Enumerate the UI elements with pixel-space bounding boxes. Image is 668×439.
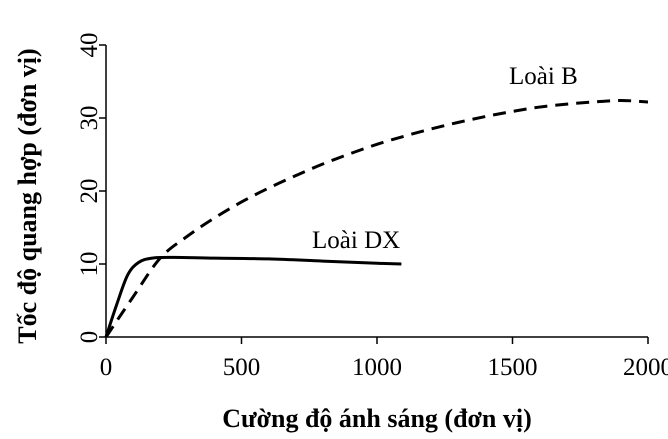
y-axis-title: Tốc độ quang hợp (đơn vị) (13, 48, 42, 343)
series-label-loai-dx: Loài DX (312, 227, 400, 254)
y-tick-label: 0 (76, 331, 103, 344)
series-label-loai-b: Loài B (509, 63, 578, 90)
y-tick-label: 10 (76, 252, 103, 277)
x-tick-label: 2000 (623, 354, 668, 381)
x-tick-label: 1000 (352, 354, 402, 381)
x-tick-label: 1500 (488, 354, 538, 381)
y-axis-ticks: 0 10 20 30 40 (76, 33, 106, 344)
y-tick-label: 20 (76, 179, 103, 204)
series-labels: Loài DX Loài B (312, 63, 578, 254)
y-tick-label: 30 (76, 106, 103, 131)
x-tick-label: 0 (100, 354, 113, 381)
series-line-loai-b (104, 98, 649, 338)
y-tick-label: 40 (76, 33, 103, 58)
series-line-loai-dx (104, 255, 402, 338)
x-axis-title: Cường độ ánh sáng (đơn vị) (222, 404, 532, 433)
x-axis-ticks: 0 500 1000 1500 2000 (100, 337, 668, 381)
x-tick-label: 500 (223, 354, 261, 381)
series-layer (104, 98, 649, 338)
